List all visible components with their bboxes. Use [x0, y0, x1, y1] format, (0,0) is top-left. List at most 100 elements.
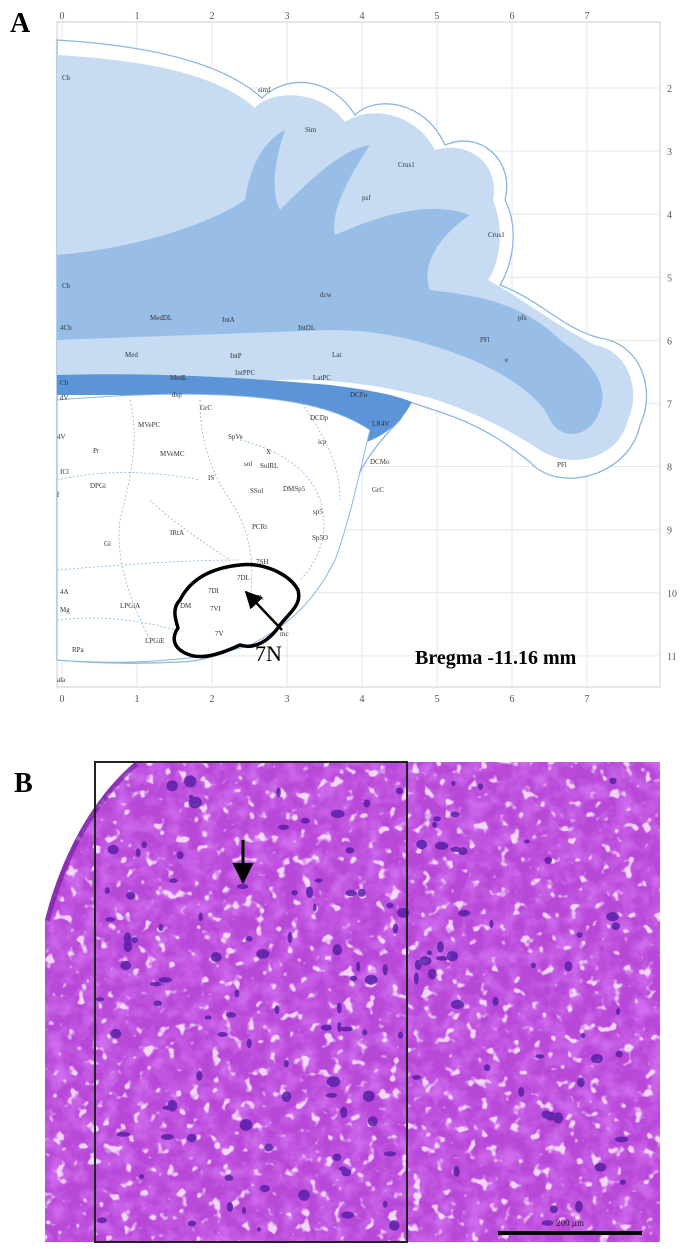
- cell: [446, 951, 458, 961]
- cell: [432, 822, 437, 828]
- region-label: PFl: [480, 336, 490, 344]
- cell: [393, 924, 399, 934]
- cell: [189, 795, 194, 799]
- ruler-label: 3: [285, 11, 290, 22]
- ruler-label: 11: [667, 652, 677, 663]
- region-label: MVeMC: [160, 450, 185, 458]
- cell: [518, 1087, 524, 1097]
- region-label: SSol: [250, 487, 263, 495]
- region-label: PCRt: [252, 523, 267, 531]
- region-label: dsp: [172, 391, 182, 399]
- region-label: icp: [318, 438, 327, 446]
- bregma-label: Bregma -11.16 mm: [415, 647, 577, 669]
- cell: [333, 944, 342, 955]
- cell: [97, 1217, 107, 1223]
- cell: [383, 964, 388, 975]
- ruler-label: 4: [360, 694, 365, 705]
- region-label: 4V: [57, 433, 66, 441]
- region-label: 7V: [215, 630, 224, 638]
- region-label: LPGiA: [120, 602, 140, 610]
- region-label: IRtA: [170, 529, 184, 537]
- atlas-drawing: [57, 40, 647, 663]
- cell: [620, 1179, 626, 1184]
- region-label: 7SH: [256, 558, 268, 566]
- ruler-label: 8: [667, 463, 672, 474]
- cell: [167, 1100, 177, 1112]
- region-label: IntA: [222, 316, 235, 324]
- cell: [575, 1201, 583, 1213]
- cell: [288, 932, 293, 943]
- region-label: Mg: [60, 606, 70, 614]
- cell: [126, 891, 135, 899]
- region-label: PFl: [557, 461, 567, 469]
- cell: [154, 1000, 162, 1006]
- cell: [150, 982, 162, 987]
- cell: [326, 1093, 338, 1098]
- region-label: Crus1: [398, 161, 415, 169]
- cell: [365, 975, 378, 985]
- ruler-label: 1: [135, 694, 140, 705]
- cell: [398, 1032, 403, 1039]
- region-label: SolRL: [260, 462, 278, 470]
- cell: [247, 1039, 252, 1049]
- annotation-label: 7N: [255, 641, 282, 666]
- region-label: e: [505, 356, 508, 364]
- region-label: dV: [60, 394, 69, 402]
- cell: [321, 1025, 332, 1031]
- region-label: Med: [125, 351, 138, 359]
- cell: [291, 890, 297, 895]
- cell: [278, 824, 289, 829]
- cell: [368, 1116, 378, 1126]
- ruler-label: 2: [210, 694, 215, 705]
- region-label: dcw: [320, 291, 333, 299]
- cell: [358, 889, 366, 897]
- panel-label: B: [14, 768, 33, 799]
- cell: [301, 818, 310, 824]
- cell: [124, 932, 131, 944]
- cell: [184, 775, 196, 787]
- cell: [333, 1154, 342, 1162]
- region-label: 7DI: [208, 587, 220, 595]
- cell: [120, 961, 131, 970]
- cell: [187, 1134, 197, 1143]
- cell: [166, 780, 177, 791]
- cell: [435, 842, 448, 850]
- ruler-label: 10: [667, 589, 677, 600]
- cell: [545, 857, 552, 864]
- ruler-label: 7: [585, 694, 590, 705]
- cell: [428, 969, 437, 980]
- region-label: 4A: [60, 588, 69, 596]
- cell: [306, 887, 313, 898]
- cell: [327, 1076, 341, 1087]
- cell: [458, 910, 470, 917]
- cell: [489, 920, 493, 928]
- cell: [389, 1220, 399, 1231]
- region-label: RPa: [72, 646, 85, 654]
- cell: [339, 1166, 347, 1171]
- scale-bar-label: 200 µm: [556, 1218, 584, 1228]
- cell: [211, 952, 222, 962]
- cell: [276, 787, 281, 797]
- cell: [105, 887, 110, 894]
- cell: [524, 839, 530, 843]
- region-label: IntPPC: [235, 369, 256, 377]
- region-label: sp5: [313, 508, 323, 516]
- ruler-label: 7: [585, 11, 590, 22]
- cell: [131, 937, 137, 943]
- region-label: LPGiE: [145, 637, 164, 645]
- cell: [257, 1227, 261, 1231]
- cell: [546, 1112, 557, 1121]
- cell: [580, 1033, 585, 1038]
- cell: [158, 977, 172, 983]
- cell: [383, 1201, 388, 1208]
- cell: [412, 1075, 421, 1080]
- cell: [396, 787, 403, 794]
- cell: [315, 878, 323, 882]
- region-label: DCFu: [350, 391, 368, 399]
- cell: [535, 1054, 544, 1058]
- cell: [437, 941, 444, 953]
- region-label: Sp5O: [312, 534, 328, 542]
- region-label: Crus1: [488, 231, 505, 239]
- cell: [453, 1166, 459, 1177]
- ruler-label: 2: [210, 11, 215, 22]
